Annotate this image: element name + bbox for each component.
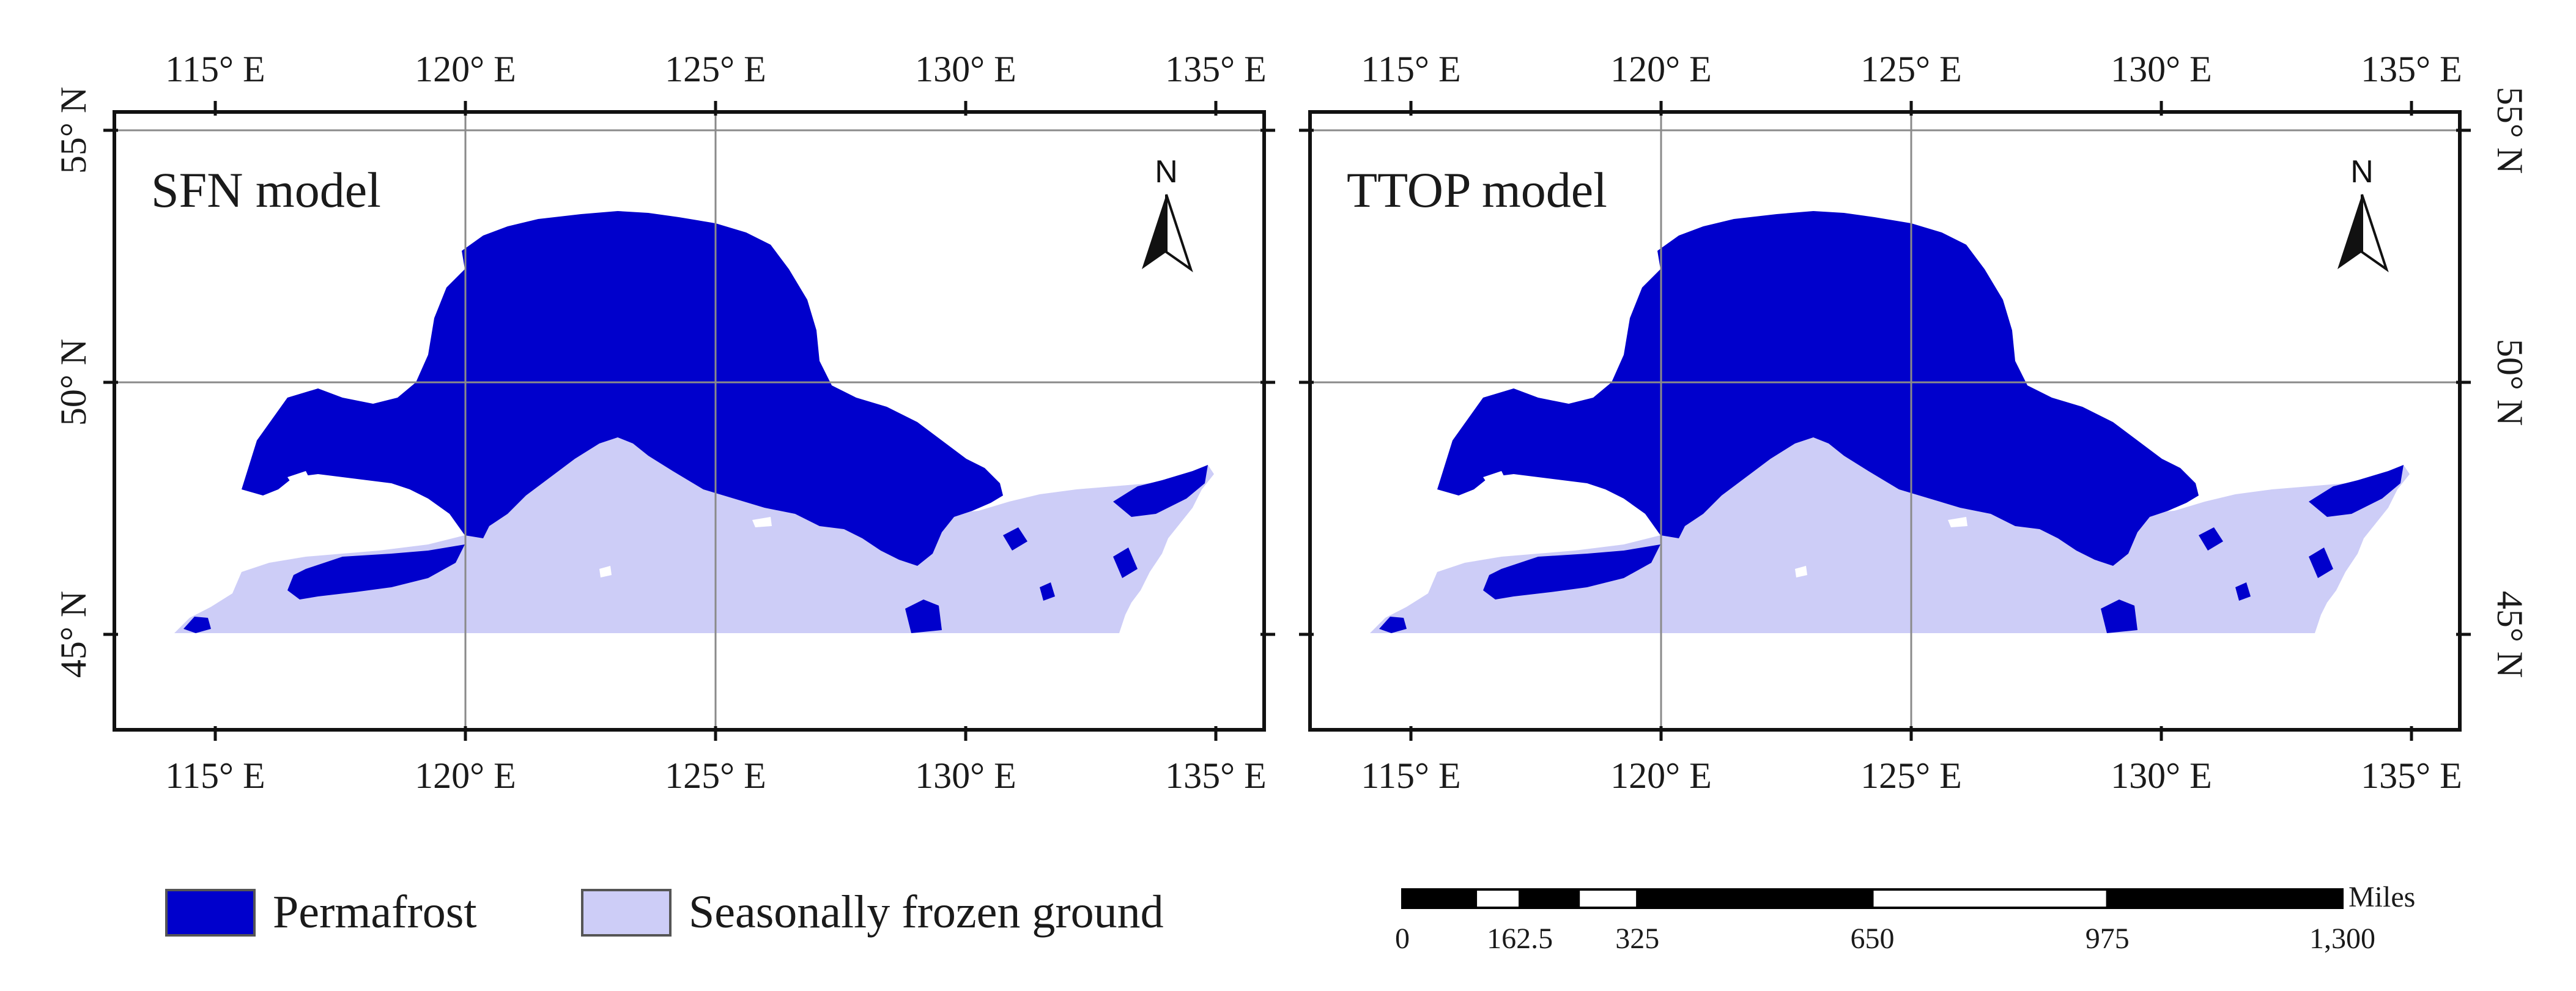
scale-bar: 0 162.5 325 650 975 1,300 Miles [1395,881,2415,955]
scale-segment [1871,888,2109,909]
longitude-label: 120° E [415,755,516,796]
north-arrow-right [1165,194,1193,273]
graticule-0: 115° E 115° E 120° E 120° E 125° E 125° E 130°… [53,49,1275,796]
map-panel-sfn [113,110,1266,732]
graticule-1: 115° E 115° E 120° E 120° E 125° E 125° E 130°… [1299,49,2530,796]
longitude-label: 125° E [1860,755,1962,796]
longitude-label: 115° E [1361,49,1460,89]
longitude-label: 120° E [1610,755,1712,796]
longitude-label: 135° E [2361,49,2462,89]
latitude-label: 45° N [2490,591,2530,678]
longitude-label: 135° E [1165,49,1267,89]
scale-segment [1636,888,1874,909]
longitude-label: 135° E [1165,755,1267,796]
latitude-label: 50° N [2490,339,2530,426]
north-arrow-right [2361,194,2389,273]
longitude-label: 125° E [665,49,766,89]
scale-tick-label: 975 [2086,922,2130,955]
longitude-label: 130° E [915,755,1016,796]
legend-label: Permafrost [273,886,477,938]
legend-swatch-permafrost [165,888,256,937]
north-arrow-icon: N [1142,154,1193,273]
longitude-label: 115° E [165,49,265,89]
legend-item-permafrost: Permafrost [165,886,476,939]
north-label: N [2350,154,2374,190]
scale-tick-label: 1,300 [2309,922,2375,955]
longitude-label: 120° E [415,49,516,89]
north-arrow-left [1142,195,1166,269]
longitude-label: 130° E [915,49,1016,89]
panel-title: SFN model [151,162,381,218]
north-arrow-icon: N [2337,154,2389,273]
scale-tick-label: 650 [1851,922,1895,955]
longitude-label: 130° E [2111,755,2212,796]
scale-segment [1577,888,1639,909]
longitude-label: 125° E [1860,49,1962,89]
north-label: N [1155,154,1178,190]
legend-item-seasonal: Seasonally frozen ground [581,886,1164,939]
map-panel-ttop [1308,110,2462,732]
scale-tick-label: 0 [1395,922,1410,955]
scale-segment [2106,888,2344,909]
scale-segment [1519,888,1580,909]
latitude-label: 55° N [2490,87,2530,174]
latitude-label: 45° N [53,591,94,678]
longitude-label: 125° E [665,755,766,796]
longitude-label: 135° E [2361,755,2462,796]
scale-tick-label: 162.5 [1487,922,1553,955]
longitude-label: 115° E [1361,755,1460,796]
scale-unit-label: Miles [2348,881,2415,913]
longitude-label: 130° E [2111,49,2212,89]
scale-segment [1475,888,1522,909]
legend-label: Seasonally frozen ground [689,886,1164,938]
longitude-label: 120° E [1610,49,1712,89]
latitude-label: 50° N [53,339,94,426]
longitude-label: 115° E [165,755,265,796]
north-arrow-left [2337,195,2362,269]
panel-title: TTOP model [1347,162,1607,218]
scale-segment [1401,888,1478,909]
latitude-label: 55° N [53,87,94,174]
legend-swatch-seasonal [581,888,672,937]
scale-tick-label: 325 [1615,922,1659,955]
